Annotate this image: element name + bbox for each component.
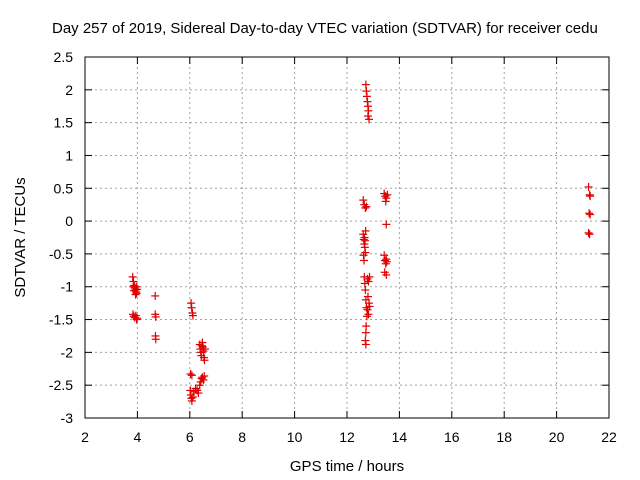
data-point [151, 312, 160, 321]
y-tick-label: -3 [61, 410, 74, 426]
data-point [151, 335, 160, 344]
data-point [361, 226, 370, 235]
data-point [128, 272, 137, 281]
x-tick-label: 6 [186, 429, 194, 445]
data-point [187, 303, 196, 312]
data-point [200, 371, 209, 380]
x-tick-label: 8 [238, 429, 246, 445]
data-point [365, 115, 374, 124]
x-tick-label: 20 [549, 429, 565, 445]
data-point [361, 340, 370, 349]
y-tick-label: -2 [61, 344, 74, 360]
data-point [361, 286, 370, 295]
data-point [382, 255, 391, 264]
data-point [585, 209, 594, 218]
data-point [191, 384, 200, 393]
data-point [585, 230, 594, 239]
x-tick-label: 14 [392, 429, 408, 445]
data-point [200, 345, 209, 354]
data-point [188, 311, 197, 320]
data-point [188, 392, 197, 401]
data-point [187, 371, 196, 380]
data-point [186, 370, 195, 379]
x-tick-label: 16 [444, 429, 460, 445]
data-point [365, 302, 374, 311]
data-point [362, 202, 371, 211]
chart-title: Day 257 of 2019, Sidereal Day-to-day VTE… [52, 20, 598, 37]
data-point [199, 375, 208, 384]
x-tick-label: 10 [287, 429, 303, 445]
tick-layer: 2 4 6 8 10 12 14 16 18 20 22-3-2.5-2-1.5-1-0.500.5… [49, 49, 617, 445]
data-point [584, 182, 593, 191]
x-axis-label: GPS time / hours [290, 458, 404, 475]
data-point [586, 192, 595, 201]
y-tick-label: 0.5 [54, 180, 74, 196]
x-tick-label: 18 [496, 429, 512, 445]
y-axis-label: SDTVAR / TECUs [12, 177, 29, 297]
y-tick-label: 2.5 [54, 49, 74, 65]
data-point [382, 220, 391, 229]
data-point [383, 190, 392, 199]
y-tick-label: -1.5 [49, 312, 73, 328]
data-point [361, 328, 370, 337]
data-point [361, 236, 370, 245]
data-point [364, 277, 373, 286]
y-tick-label: 1 [65, 147, 73, 163]
data-point [584, 228, 593, 237]
y-tick-label: 1.5 [54, 115, 74, 131]
data-point [365, 272, 374, 281]
x-tick-label: 12 [339, 429, 355, 445]
y-tick-label: -1 [61, 279, 74, 295]
y-tick-label: -0.5 [49, 246, 73, 262]
x-tick-label: 2 [81, 429, 89, 445]
data-point [359, 196, 368, 205]
data-point [381, 197, 390, 206]
data-point [382, 270, 391, 279]
data-point [133, 285, 142, 294]
data-point [360, 256, 369, 265]
data-point [380, 256, 389, 265]
y-tick-label: -2.5 [49, 377, 73, 393]
data-point [195, 381, 204, 390]
data-point [131, 290, 140, 299]
grid-layer [85, 57, 609, 418]
data-point [133, 314, 142, 323]
data-point [187, 396, 196, 405]
data-point [200, 356, 209, 365]
y-tick-label: 0 [65, 213, 73, 229]
data-point [189, 387, 198, 396]
data-point [586, 210, 595, 219]
y-tick-label: 2 [65, 82, 73, 98]
x-tick-label: 22 [601, 429, 617, 445]
x-tick-label: 4 [134, 429, 142, 445]
data-points [128, 80, 595, 405]
data-point [364, 310, 373, 319]
data-point [194, 389, 203, 398]
data-point [151, 291, 160, 300]
data-point [361, 203, 370, 212]
data-point [363, 292, 372, 301]
data-point [363, 112, 372, 121]
